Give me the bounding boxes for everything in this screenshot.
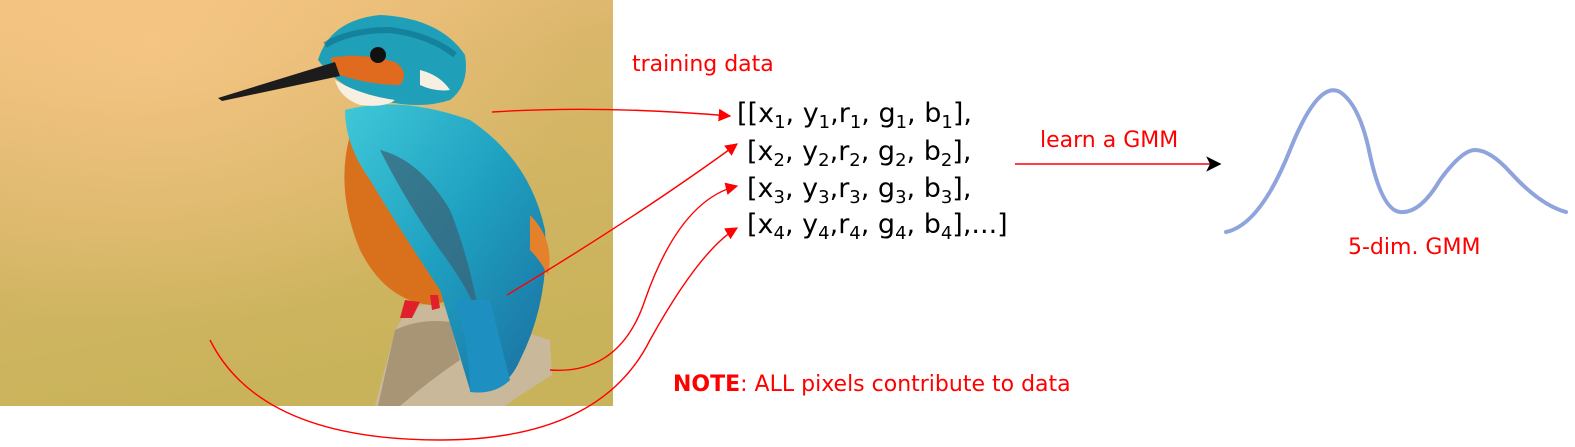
subscript-index: 1 xyxy=(941,112,953,133)
separator: , xyxy=(784,136,803,167)
separator: , xyxy=(860,209,878,240)
note-rest: : ALL pixels contribute to data xyxy=(740,372,1071,397)
term-g3: g3 xyxy=(877,173,907,208)
term-x1: x1 xyxy=(758,98,786,133)
separator: , xyxy=(906,136,924,167)
subscript-index: 2 xyxy=(849,150,861,171)
term-g1: g1 xyxy=(878,98,908,133)
data-row-3: [x3, y3,r3, g3, b3], xyxy=(747,173,972,208)
term-r2: r2 xyxy=(838,136,861,171)
data-row-1: [[x1, y1,r1, g1, b1], xyxy=(737,98,972,133)
separator: , xyxy=(829,173,839,204)
separator: , xyxy=(784,173,803,204)
subscript-index: 3 xyxy=(773,187,785,208)
subscript-index: 3 xyxy=(849,187,861,208)
subscript-index: 2 xyxy=(818,150,830,171)
term-x2: x2 xyxy=(757,136,785,171)
data-row-4: [x4, y4,r4, g4, b4],...] xyxy=(747,209,1008,244)
separator: , xyxy=(907,98,925,129)
term-g2: g2 xyxy=(877,136,907,171)
term-y4: y4 xyxy=(802,209,830,244)
learn-gmm-label: learn a GMM xyxy=(1040,128,1179,153)
arrow-row2 xyxy=(506,143,739,296)
arrow-row3 xyxy=(549,182,739,371)
separator: , xyxy=(860,136,878,167)
separator: , xyxy=(906,209,924,240)
arrow-row1 xyxy=(491,108,732,122)
subscript-index: 3 xyxy=(895,187,907,208)
row-close-bracket: ],...] xyxy=(952,209,1008,240)
subscript-index: 1 xyxy=(895,112,908,133)
separator: , xyxy=(906,173,924,204)
subscript-index: 4 xyxy=(818,223,830,244)
row-close-bracket: ], xyxy=(952,98,972,129)
separator: , xyxy=(829,136,839,167)
term-x4: x4 xyxy=(757,209,785,244)
row-open-bracket: [[ xyxy=(737,98,759,129)
subscript-index: 1 xyxy=(818,112,831,133)
subscript-index: 2 xyxy=(940,150,953,171)
training-data-label: training data xyxy=(632,52,774,77)
term-b4: b4 xyxy=(923,209,953,244)
gmm-caption: 5-dim. GMM xyxy=(1348,235,1481,260)
term-y3: y3 xyxy=(802,173,830,208)
pixel-arrows xyxy=(209,108,1222,441)
subscript-index: 3 xyxy=(818,187,830,208)
separator: , xyxy=(829,209,839,240)
term-x3: x3 xyxy=(757,173,785,208)
row-open-bracket: [ xyxy=(747,209,758,240)
subscript-index: 1 xyxy=(849,112,862,133)
subscript-index: 4 xyxy=(849,223,861,244)
term-b3: b3 xyxy=(923,173,953,208)
term-y1: y1 xyxy=(802,98,831,133)
subscript-index: 2 xyxy=(895,150,907,171)
note-bold: NOTE xyxy=(673,372,741,397)
term-g4: g4 xyxy=(877,209,907,244)
subscript-index: 4 xyxy=(940,223,953,244)
term-b1: b1 xyxy=(924,98,953,133)
term-y2: y2 xyxy=(802,136,830,171)
term-r4: r4 xyxy=(838,209,861,244)
subscript-index: 4 xyxy=(773,223,785,244)
term-b2: b2 xyxy=(923,136,953,171)
row-close-bracket: ], xyxy=(952,136,972,167)
kingfisher-photo xyxy=(0,0,613,406)
data-row-2: [x2, y2,r2, g2, b2], xyxy=(747,136,972,171)
row-open-bracket: [ xyxy=(747,173,758,204)
subscript-index: 3 xyxy=(940,187,953,208)
row-close-bracket: ], xyxy=(952,173,972,204)
row-open-bracket: [ xyxy=(747,136,758,167)
gmm-density-curve xyxy=(1224,88,1568,234)
note-text: NOTE: ALL pixels contribute to data xyxy=(673,372,1071,397)
term-r1: r1 xyxy=(838,98,862,133)
subscript-index: 2 xyxy=(773,150,785,171)
separator: , xyxy=(860,173,878,204)
separator: , xyxy=(784,209,803,240)
separator: , xyxy=(830,98,839,129)
separator: , xyxy=(861,98,879,129)
subscript-index: 4 xyxy=(895,223,907,244)
separator: , xyxy=(785,98,803,129)
arrow-row4 xyxy=(209,227,739,441)
subscript-index: 1 xyxy=(774,112,786,133)
term-r3: r3 xyxy=(838,173,861,208)
